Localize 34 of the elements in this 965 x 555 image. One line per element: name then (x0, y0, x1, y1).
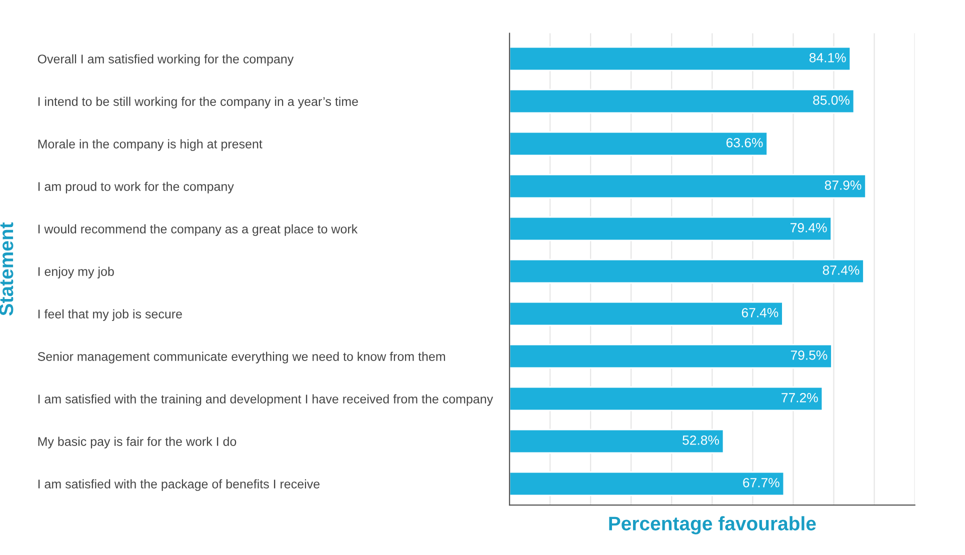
bar (510, 386, 824, 412)
y-tick-label: I am satisfied with the package of benefits I receive (38, 479, 320, 491)
y-tick-label: My basic pay is fair for the work I do (38, 436, 236, 448)
bar (510, 471, 785, 496)
bar (510, 131, 768, 156)
y-tick-label: I feel that my job is secure (38, 309, 182, 321)
y-tick-label: I am proud to work for the company (38, 182, 234, 194)
bar (510, 344, 832, 369)
bar (510, 428, 724, 454)
y-tick-label: Overall I am satisfied working for the company (38, 54, 294, 66)
y-tick-label: Morale in the company is high at present (38, 139, 262, 151)
data-label: 77.2% (782, 393, 818, 402)
data-label: 52.8% (682, 436, 719, 445)
data-label: 67.4% (742, 308, 778, 318)
data-label: 79.4% (790, 223, 827, 232)
data-label: 87.4% (822, 266, 860, 275)
bar (510, 174, 866, 199)
data-label: 87.9% (824, 180, 862, 190)
bar (510, 258, 864, 284)
bar (510, 216, 832, 242)
data-label: 85.0% (813, 96, 850, 105)
y-tick-label: I enjoy my job (38, 266, 114, 278)
bar (510, 46, 852, 72)
y-tick-label: Senior management communicate everything we need to know from them (38, 352, 446, 364)
y-tick-label: I intend to be still working for the company in a year’s time (38, 96, 358, 108)
x-axis-title: Percentage favourable (609, 516, 816, 534)
data-label: 84.1% (809, 53, 846, 62)
bar (510, 88, 855, 114)
bar (510, 301, 784, 326)
data-label: 79.5% (790, 350, 828, 360)
data-label: 63.6% (726, 138, 763, 148)
data-label: 67.7% (743, 478, 780, 488)
y-tick-label: I would recommend the company as a great place to work (38, 224, 358, 236)
y-tick-label: I am satisfied with the training and development I have received from the company (38, 394, 494, 406)
